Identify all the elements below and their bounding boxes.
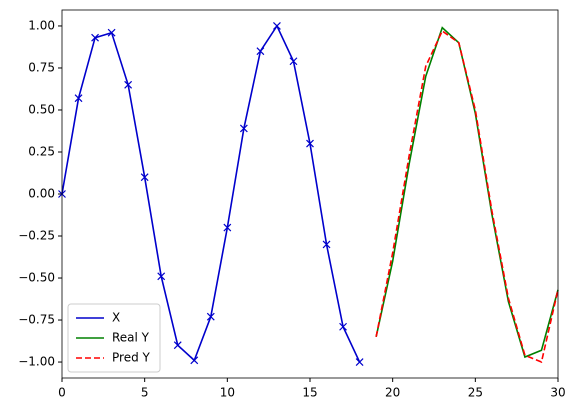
- marker: [239, 124, 248, 133]
- y-tick-label: 1.00: [28, 18, 55, 32]
- marker: [173, 341, 182, 350]
- legend: X Real Y Pred Y: [67, 303, 161, 373]
- marker: [124, 80, 133, 89]
- marker: [355, 358, 364, 366]
- y-tick-label: 0.00: [28, 187, 55, 201]
- x-tick-label: 25: [468, 386, 483, 400]
- x-tick-label: 30: [550, 386, 565, 400]
- series-line: [375, 29, 559, 364]
- marker: [74, 94, 83, 103]
- marker: [306, 139, 314, 148]
- legend-box: [67, 303, 161, 373]
- y-tick-label: −0.25: [18, 229, 55, 243]
- y-tick-label: 0.50: [28, 102, 55, 116]
- marker: [140, 173, 149, 182]
- x-tick-label: 0: [58, 386, 66, 400]
- marker: [91, 33, 99, 42]
- x-tick-label: 20: [385, 386, 400, 400]
- marker: [339, 322, 347, 331]
- x-tick-label: 10: [220, 386, 235, 400]
- marker: [223, 223, 232, 232]
- legend-label: Pred Y: [112, 351, 151, 365]
- x-tick-label: 5: [141, 386, 149, 400]
- x-tick-label: 15: [302, 386, 317, 400]
- y-tick-label: 0.75: [28, 60, 55, 74]
- marker: [289, 57, 298, 66]
- marker: [273, 22, 281, 30]
- plot-frame: [61, 9, 559, 379]
- y-tick-label: 0.25: [28, 144, 55, 158]
- marker: [157, 272, 166, 281]
- y-tick-label: −1.00: [18, 355, 55, 369]
- legend-label: X: [112, 311, 120, 325]
- legend-label: Real Y: [112, 331, 150, 345]
- marker: [322, 240, 331, 249]
- marker: [206, 312, 215, 321]
- y-tick-label: −0.75: [18, 313, 55, 327]
- marker: [107, 28, 116, 37]
- marker: [256, 47, 265, 56]
- y-tick-label: −0.50: [18, 271, 55, 285]
- marker: [190, 356, 199, 365]
